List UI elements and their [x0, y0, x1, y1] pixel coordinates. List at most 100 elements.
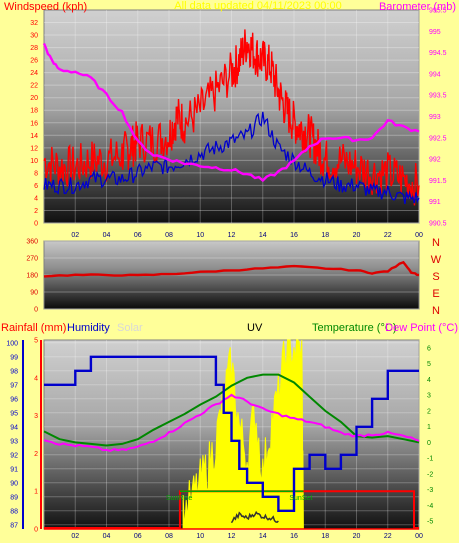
humidity-tick: 91 [10, 466, 18, 473]
humidity-tick: 90 [10, 480, 18, 487]
temperature-tick: -3 [427, 487, 433, 494]
temperature-tick: -5 [427, 519, 433, 526]
top-left-tick: 24 [30, 70, 38, 77]
compass-n-bottom: N [432, 305, 440, 317]
gust-line [43, 111, 420, 205]
top-x-tick: 20 [353, 232, 361, 239]
temperature-tick: 2 [427, 408, 431, 415]
windspeed-line [43, 29, 420, 206]
bottom-x-tick: 20 [353, 533, 361, 540]
legend-rainfall: Rainfall (mm) [1, 322, 66, 334]
humidity-tick: 100 [6, 340, 18, 347]
mid-y-tick: 0 [34, 307, 38, 314]
top-right-tick: 993.5 [429, 93, 447, 100]
humidity-tick: 89 [10, 494, 18, 501]
temperature-tick: -4 [427, 503, 433, 510]
top-right-tick: 991.5 [429, 178, 447, 185]
top-right-tick: 995 [429, 29, 441, 36]
legend-solar: Solar [117, 322, 143, 334]
humidity-tick: 96 [10, 396, 18, 403]
humidity-tick: 94 [10, 424, 18, 431]
rain-tick: 2 [34, 451, 38, 458]
temperature-tick: 3 [427, 393, 431, 400]
top-left-tick: 30 [30, 33, 38, 40]
top-left-tick: 6 [34, 183, 38, 190]
bottom-x-tick: 22 [384, 533, 392, 540]
bottom-x-tick: 14 [259, 533, 267, 540]
top-left-tick: 16 [30, 120, 38, 127]
top-left-tick: 26 [30, 58, 38, 65]
temperature-tick: -1 [427, 456, 433, 463]
temperature-tick: 0 [427, 440, 431, 447]
top-right-tick: 992 [429, 157, 441, 164]
compass-n-top: N [432, 237, 440, 249]
top-x-tick: 06 [134, 232, 142, 239]
temperature-tick: 6 [427, 345, 431, 352]
humidity-tick: 93 [10, 438, 18, 445]
top-left-tick: 2 [34, 208, 38, 215]
temperature-tick: -2 [427, 471, 433, 478]
humidity-tick: 87 [10, 522, 18, 529]
humidity-tick: 99 [10, 354, 18, 361]
top-left-tick: 18 [30, 108, 38, 115]
uv-area [182, 339, 304, 530]
humidity-tick: 98 [10, 368, 18, 375]
top-right-tick: 994.5 [429, 50, 447, 57]
top-left-tick: 20 [30, 95, 38, 102]
legend-humidity: Humidity [67, 322, 110, 334]
rain-tick: 5 [34, 338, 38, 345]
temperature-tick: 5 [427, 361, 431, 368]
top-left-tick: 8 [34, 170, 38, 177]
mid-y-tick: 270 [26, 256, 38, 263]
bottom-x-tick: 16 [290, 533, 298, 540]
top-left-tick: 32 [30, 20, 38, 27]
top-x-tick: 16 [290, 232, 298, 239]
barometer-line [42, 42, 420, 183]
top-left-tick: 10 [30, 158, 38, 165]
top-right-tick: 991 [429, 199, 441, 206]
rain-tick: 0 [34, 527, 38, 534]
humidity-tick: 95 [10, 410, 18, 417]
top-right-tick: 994 [429, 71, 441, 78]
top-series [42, 29, 420, 206]
legend-temperature: Temperature (°C) [312, 322, 396, 334]
top-left-tick: 14 [30, 133, 38, 140]
top-right-tick: 995.5 [429, 8, 447, 15]
compass-e: E [432, 288, 439, 300]
top-grid: 02 4 6 8 10 12 14 16 18 20 22 24 26 28 30 32 990.5 991 991… [30, 8, 446, 240]
top-left-tick: 28 [30, 45, 38, 52]
mid-y-tick: 90 [30, 290, 38, 297]
top-center-title: All data updated 04/11/2023 00:00 [174, 0, 341, 12]
humidity-tick: 92 [10, 452, 18, 459]
top-x-tick: 22 [384, 232, 392, 239]
compass-w: W [431, 254, 442, 266]
bottom-x-tick: 18 [321, 533, 329, 540]
top-x-tick: 00 [415, 232, 423, 239]
top-x-tick: 08 [165, 232, 173, 239]
bottom-x-tick: 08 [165, 533, 173, 540]
humidity-line [44, 355, 419, 512]
top-left-tick: 12 [30, 145, 38, 152]
top-left-tick: 4 [34, 195, 38, 202]
top-right-tick: 992.5 [429, 135, 447, 142]
bottom-x-tick: 06 [134, 533, 142, 540]
bottom-x-tick: 04 [103, 533, 111, 540]
top-left-title: Windspeed (kph) [4, 1, 87, 13]
rain-tick: 3 [34, 413, 38, 420]
top-x-tick: 10 [196, 232, 204, 239]
compass-s: S [432, 271, 439, 283]
top-x-tick: 02 [71, 232, 79, 239]
temperature-tick: 1 [427, 424, 431, 431]
mid-series [43, 260, 420, 278]
legend-dewpoint: Dew Point (°C) [385, 322, 458, 334]
top-x-tick: 04 [103, 232, 111, 239]
top-x-tick: 14 [259, 232, 267, 239]
humidity-tick: 88 [10, 508, 18, 515]
wind-direction-line [43, 260, 420, 278]
top-right-tick: 990.5 [429, 221, 447, 228]
compass-labels: N W S E N [431, 237, 442, 317]
sunset-label: SunSet [289, 495, 312, 502]
top-x-tick: 12 [228, 232, 236, 239]
